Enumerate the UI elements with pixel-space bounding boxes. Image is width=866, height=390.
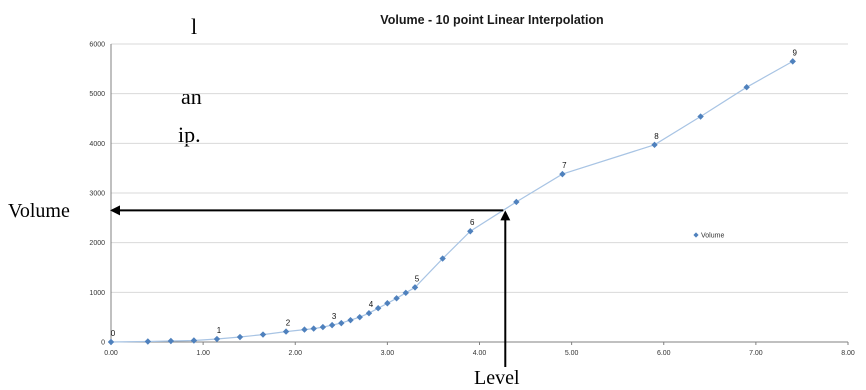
data-point [374,305,382,312]
data-point [347,316,354,324]
point-number-label: 5 [415,274,420,283]
data-point [144,338,152,345]
data-point [107,338,115,346]
point-number-label: 7 [562,161,567,170]
y-tick-label: 3000 [89,191,105,198]
x-tick-label: 7.00 [749,350,763,357]
data-point [402,289,409,297]
x-tick-label: 8.00 [841,350,855,357]
point-number-label: 4 [369,300,374,309]
y-tick-label: 4000 [89,141,105,148]
data-point [282,328,290,335]
data-point [190,337,198,344]
x-tick-label: 2.00 [288,350,302,357]
data-point [319,323,327,331]
y-tick-label: 2000 [89,240,105,247]
data-point [384,300,391,307]
level-annotation-label: Level [474,367,520,389]
x-tick-label: 5.00 [565,350,579,357]
data-point [743,84,750,91]
x-axis-ticks: 0.00 1.00 2.00 3.00 4.00 5.00 6.00 7.00 8.00 [104,342,855,357]
point-number-label: 1 [217,326,222,335]
point-number-label: 6 [470,218,475,227]
page-text-fragment: l [191,14,198,39]
gridlines [111,43,848,293]
x-tick-label: 1.00 [196,350,210,357]
x-tick-label: 3.00 [381,350,395,357]
data-point [338,319,345,327]
page-text-fragment: an [181,84,202,109]
data-point [301,326,308,333]
data-point [356,313,363,321]
data-point [167,337,175,345]
lookup-arrows [110,205,511,367]
data-point [259,331,267,338]
y-tick-label: 6000 [89,42,105,49]
x-tick-label: 6.00 [657,350,671,357]
data-point [467,228,474,235]
point-number-label: 9 [792,48,797,57]
data-point [213,335,221,343]
series-line [110,60,793,343]
point-number-label: 8 [654,132,659,141]
y-axis-ticks: 0 1000 2000 3000 4000 5000 6000 [89,42,105,347]
chart-title: Volume - 10 point Linear Interpolation [380,13,603,27]
x-tick-label: 4.00 [473,350,487,357]
volume-annotation-label: Volume [8,200,70,222]
x-tick-label: 0.00 [104,350,118,357]
data-point [393,295,400,302]
data-point [310,325,317,332]
data-point [697,113,704,120]
point-number-label: 2 [286,319,291,328]
data-point [513,198,520,206]
legend: Volume [693,232,724,240]
data-point [789,58,796,65]
point-number-label: 0 [111,329,116,338]
legend-label: Volume [701,233,724,240]
y-tick-label: 0 [101,340,105,347]
data-point [439,255,446,262]
data-point [365,309,373,317]
legend-marker [693,232,699,238]
data-point [411,284,419,291]
y-tick-label: 5000 [89,91,105,98]
y-tick-label: 1000 [89,290,105,297]
page-text-fragment: ip. [178,122,201,147]
data-point [328,321,336,329]
data-point [651,141,658,149]
data-point [236,333,244,341]
data-point [559,170,566,178]
point-labels: 0 1 2 3 4 5 6 7 8 9 [111,48,798,338]
point-number-label: 3 [332,312,337,321]
series-volume [107,58,796,346]
